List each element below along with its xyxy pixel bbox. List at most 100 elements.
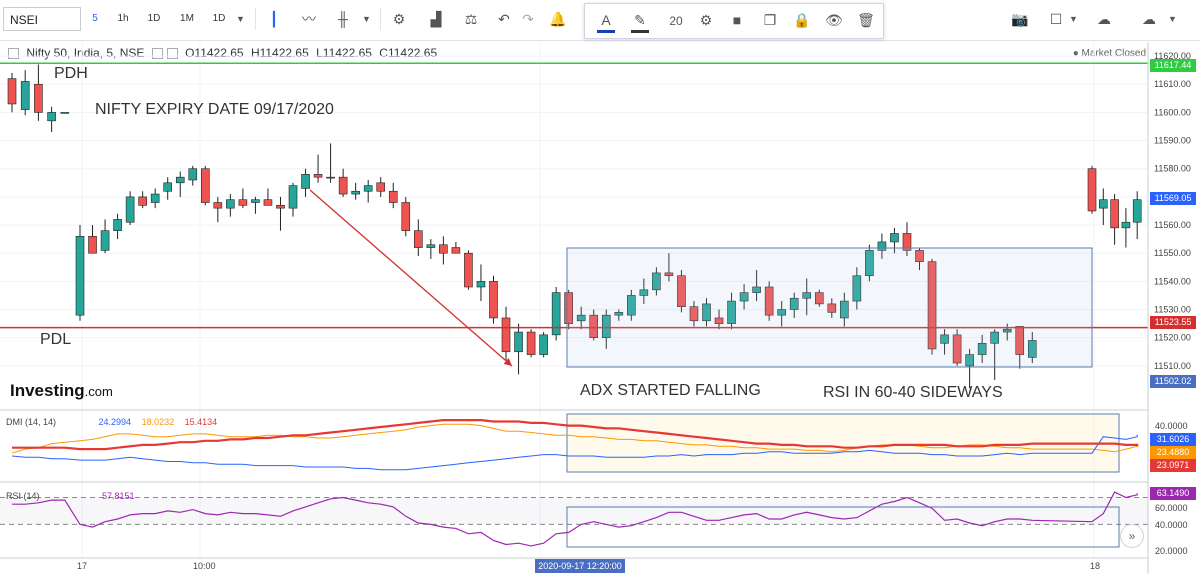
line-chart-icon[interactable]: 〰 — [302, 11, 316, 27]
alert-icon[interactable]: 🔔 — [549, 11, 567, 27]
interval-1h-button[interactable]: 1h — [117, 13, 129, 24]
candle — [526, 331, 536, 355]
trash-icon[interactable]: 🗑 — [857, 12, 875, 28]
dmi-minus-di-line — [11, 423, 1138, 454]
candle — [464, 252, 473, 288]
legend-open: O11422.65 — [185, 46, 244, 60]
candle — [890, 233, 899, 243]
candle — [201, 168, 210, 203]
dmi-plus-value: 24.2994 — [98, 417, 132, 427]
pencil-icon[interactable]: ✎ — [631, 10, 649, 33]
pdh-label: PDH — [54, 65, 88, 82]
candle — [88, 236, 97, 254]
indicators-icon[interactable]: ▟ — [430, 11, 442, 27]
candle — [977, 343, 987, 355]
candle — [652, 272, 661, 291]
dmi-minus-value: 18.0232 — [141, 417, 175, 427]
collapse-icon[interactable] — [8, 48, 19, 60]
compare-icon[interactable]: ⚖ — [464, 11, 478, 27]
layout-icon[interactable]: ☐ — [1049, 11, 1063, 27]
candle — [877, 241, 887, 251]
chevron-down-icon[interactable]: ▼ — [1069, 14, 1078, 24]
symbol-search-input[interactable]: NSEI — [3, 7, 81, 31]
candle — [47, 112, 56, 122]
redo-icon[interactable]: ↷ — [522, 11, 534, 27]
toolbar-divider — [380, 8, 381, 30]
candle — [714, 317, 724, 324]
cloud-upload-icon[interactable]: ☁ — [1142, 11, 1156, 27]
eye-icon[interactable]: 👁 — [825, 12, 843, 28]
cloud-download-icon[interactable]: ☁ — [1097, 11, 1111, 27]
candles-icon[interactable]: ┃ — [269, 11, 279, 27]
candle — [213, 202, 223, 209]
candle — [927, 261, 937, 350]
text-color-icon[interactable]: A — [597, 10, 615, 33]
gear-icon[interactable]: ⚙ — [392, 11, 406, 27]
rsi-current-value: 57.8151 — [102, 491, 135, 501]
candle — [501, 317, 511, 353]
gear-icon[interactable]: ⚙ — [699, 12, 713, 28]
low-price-tag: 11502.02 — [1150, 375, 1196, 388]
chevron-down-icon[interactable]: ▼ — [236, 14, 245, 24]
candle — [163, 182, 173, 192]
interval-5-button[interactable]: 5 — [92, 13, 98, 24]
current-price-tag: 11569.05 — [1150, 192, 1196, 205]
candle — [990, 331, 999, 344]
candle — [138, 196, 147, 206]
candle — [489, 281, 498, 319]
pdl-label: PDL — [40, 331, 72, 348]
candle — [1015, 326, 1025, 355]
eye-icon[interactable] — [151, 48, 163, 60]
undo-icon[interactable]: ↶ — [498, 11, 510, 27]
font-size-select[interactable]: 20 — [669, 14, 683, 28]
rsi-pane — [0, 491, 1148, 548]
candle — [1087, 168, 1097, 212]
candle — [1132, 199, 1142, 223]
candle — [1002, 328, 1012, 333]
dmi-title: DMI (14, 14) 24.2994 18.0232 15.4134 — [6, 417, 217, 427]
candle — [551, 292, 561, 336]
price-tick-label: 11580.00 — [1154, 164, 1191, 174]
scroll-to-realtime-button[interactable]: » — [1120, 524, 1144, 548]
interval-dropdown-button[interactable]: 1D — [212, 13, 226, 24]
candle — [175, 176, 185, 184]
price-tick-label: 11520.00 — [1154, 333, 1191, 343]
dmi-adx-value: 15.4134 — [184, 417, 218, 427]
time-label-18: 18 — [1090, 561, 1101, 571]
legend-close: C11422.65 — [379, 46, 438, 60]
candle — [965, 354, 974, 367]
chevron-down-icon[interactable]: ▼ — [1168, 14, 1177, 24]
market-status-label: Market Closed — [1081, 48, 1146, 59]
candle — [865, 250, 874, 277]
candle — [376, 182, 386, 192]
chevron-down-icon[interactable]: ▼ — [362, 14, 371, 24]
candle — [764, 286, 774, 316]
clone-icon[interactable]: ❐ — [763, 12, 777, 28]
candle — [238, 199, 248, 206]
interval-1d-button[interactable]: 1D — [147, 13, 161, 24]
lock-icon[interactable]: 🔒 — [793, 12, 811, 28]
candle — [514, 331, 523, 353]
rsi-title: RSI (14) 57.8151 — [6, 491, 135, 501]
candle — [20, 81, 30, 110]
candle — [852, 275, 862, 302]
settings-icon[interactable] — [166, 48, 178, 60]
rsi-title-text: RSI (14) — [6, 491, 40, 501]
axes: 11510.00 11520.00 11530.00 11540.00 11550.00… — [0, 42, 1191, 574]
chart-legend: Nifty 50, India, 5, NSE O11422.65 H11422… — [8, 46, 441, 60]
candle — [301, 174, 310, 189]
candle — [1110, 199, 1119, 229]
candle — [814, 292, 824, 305]
bars-icon[interactable]: ╫ — [338, 11, 348, 27]
candle — [589, 314, 599, 338]
camera-icon[interactable]: 📷 — [1011, 11, 1029, 27]
candle — [426, 244, 436, 248]
price-tick-label: 11530.00 — [1154, 305, 1191, 315]
time-label-17: 17 — [77, 561, 88, 571]
candle — [7, 78, 17, 105]
interval-1m-button[interactable]: 1M — [180, 13, 194, 24]
candle — [401, 202, 411, 231]
candle — [576, 314, 586, 322]
layers-icon[interactable]: ■ — [732, 12, 742, 28]
